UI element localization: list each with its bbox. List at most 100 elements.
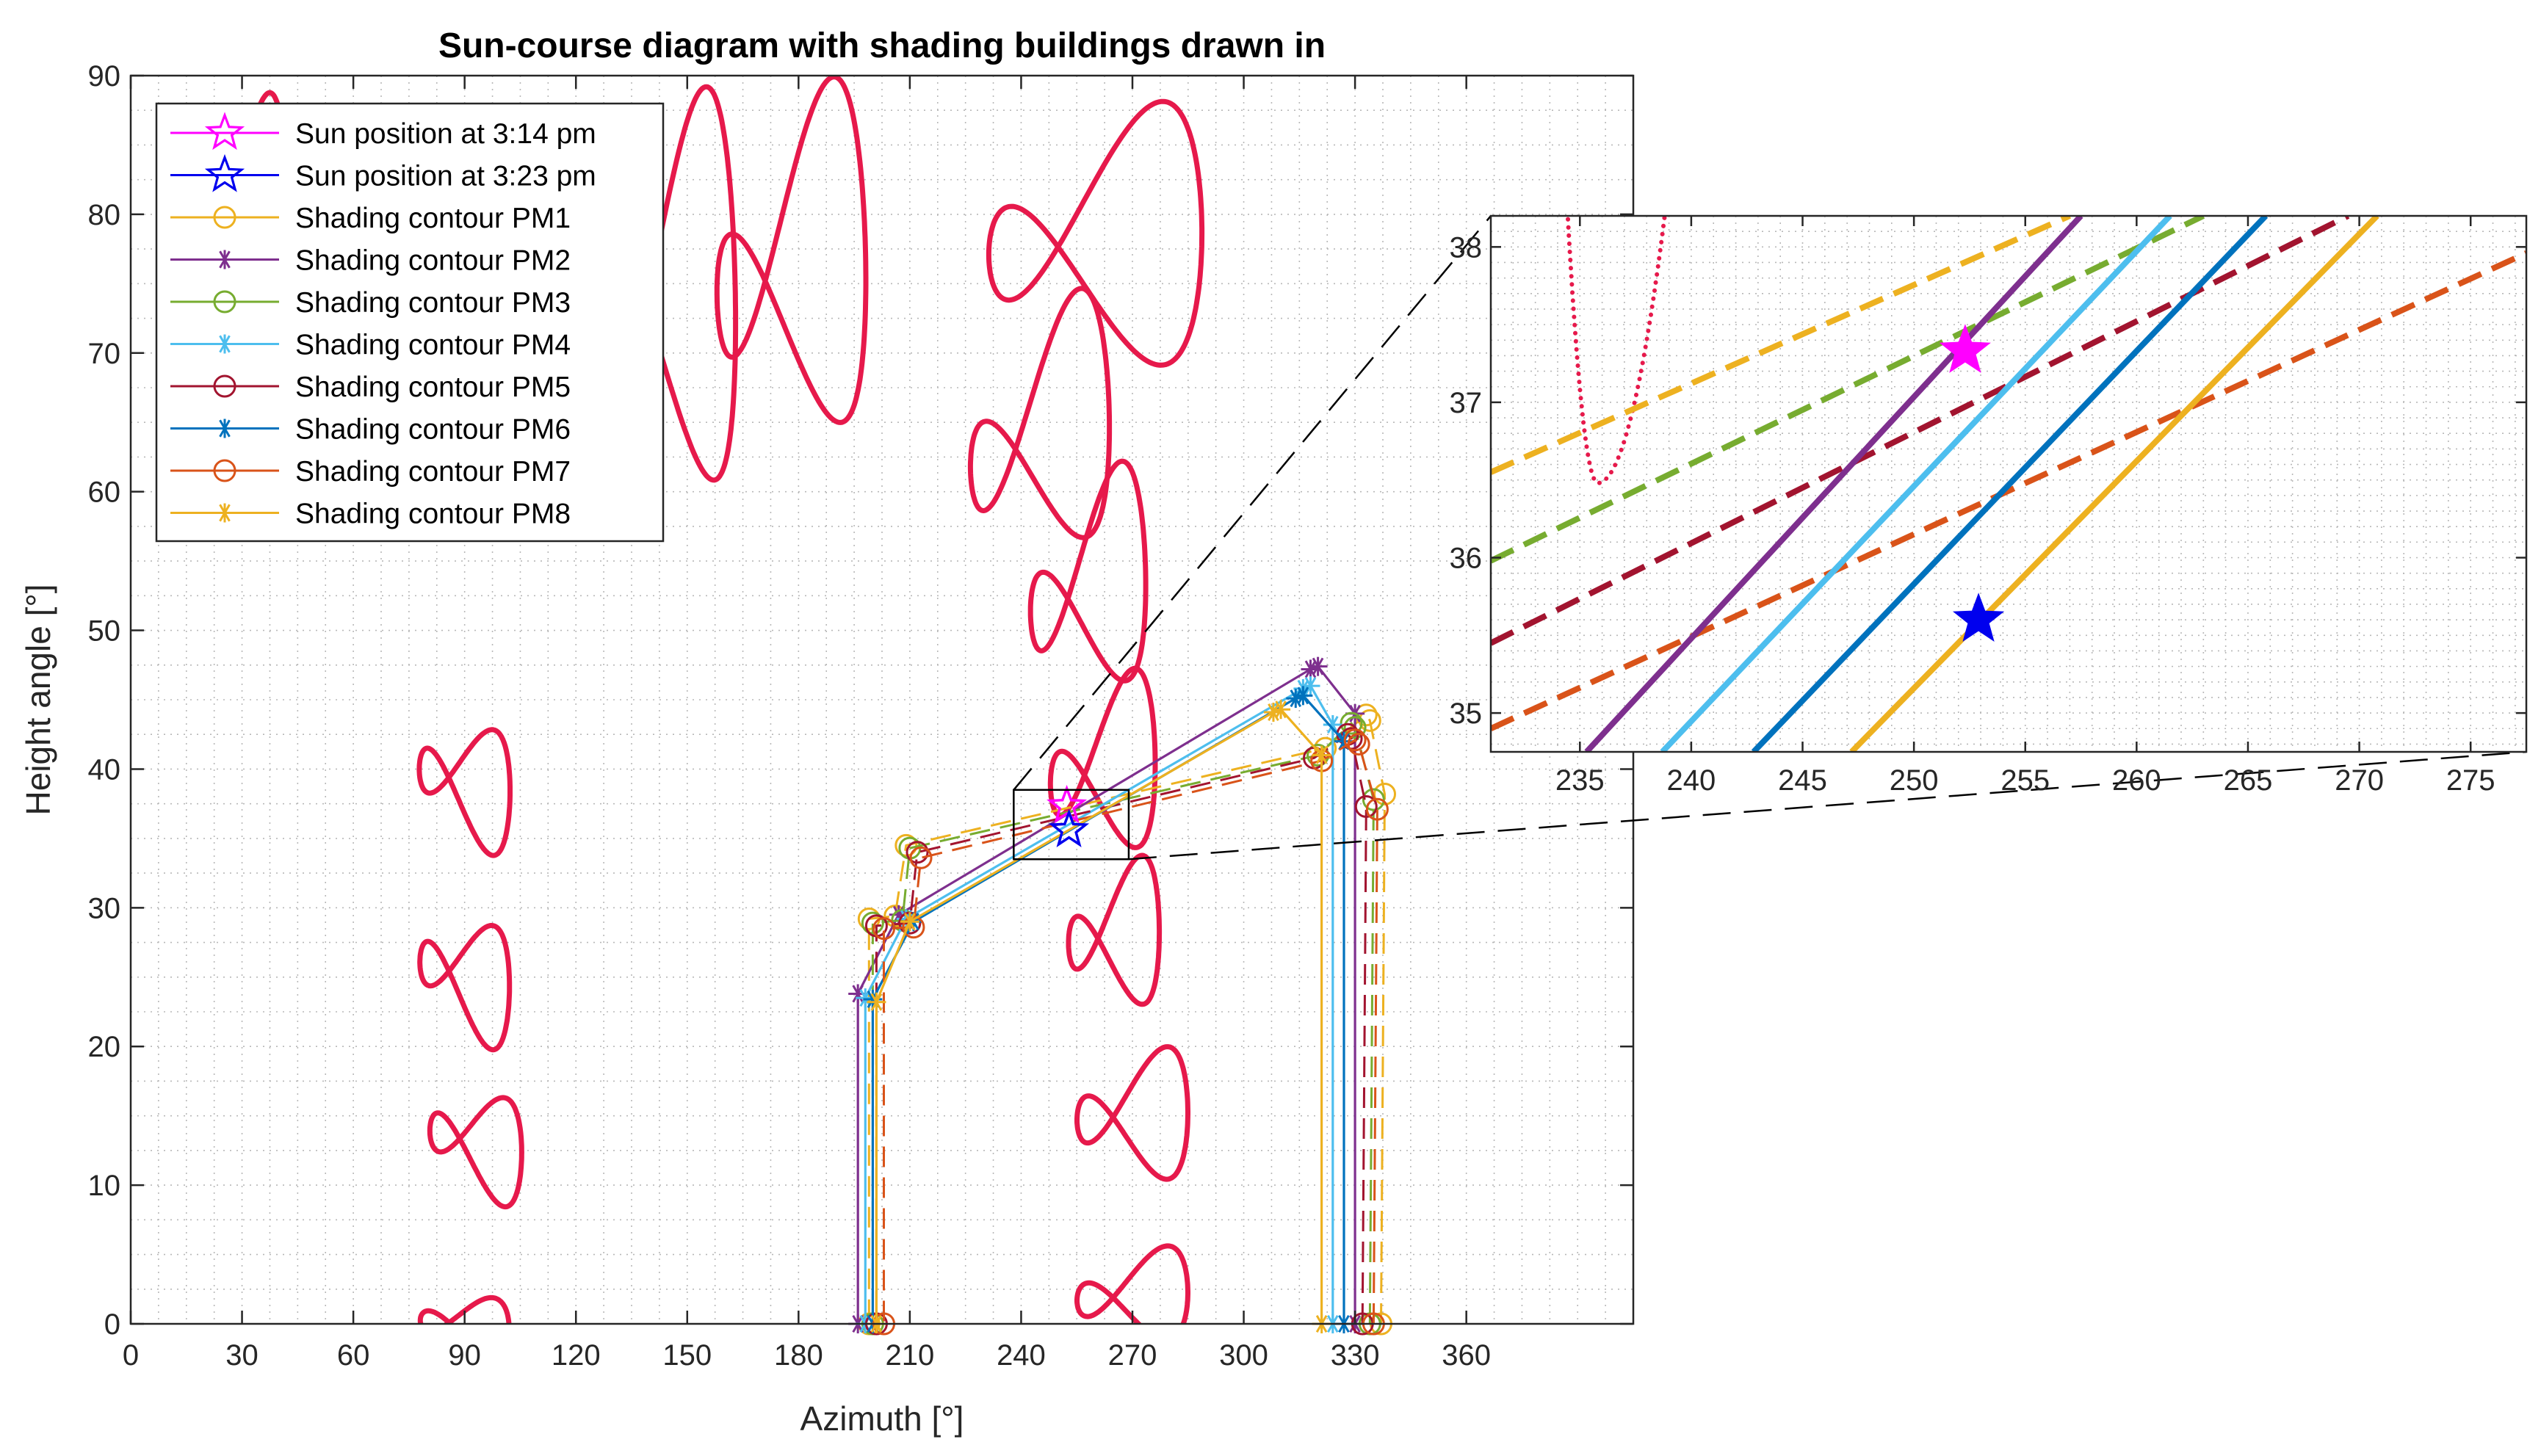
asterisk-marker [1301,659,1320,679]
asterisk-marker [215,503,234,523]
asterisk-marker [215,419,234,438]
inset-contour-pm8 [1849,216,2379,752]
legend-circle-marker [213,206,236,229]
y-tick-label: 90 [88,60,121,93]
legend-label: Shading contour PM3 [295,287,571,319]
inset-x-tick-label: 255 [2000,764,2050,797]
analemma-loop [417,1294,512,1324]
analemma-loop [714,76,869,425]
inset-y-tick-label: 35 [1450,698,1483,730]
analemma-loop [967,286,1113,540]
legend-label: Shading contour PM5 [295,372,571,403]
legend-star-marker [204,112,245,151]
y-tick-label: 20 [88,1031,121,1063]
inset-contour-pm5 [1491,216,2350,646]
asterisk-marker [215,334,234,354]
legend-label: Shading contour PM7 [295,456,571,488]
inset-x-tick-label: 260 [2112,764,2161,797]
legend-label: Shading contour PM1 [295,203,571,234]
inset-sun-positions [1939,324,2005,642]
inset-y-tick-label: 37 [1450,387,1483,419]
inset-y-tick-label: 38 [1450,231,1483,264]
chart-title: Sun-course diagram with shading building… [438,26,1326,65]
inset-x-tick-label: 270 [2335,764,2384,797]
x-tick-label: 120 [552,1339,601,1372]
inset-contour-pm6 [1751,216,2269,752]
legend-circle-marker [213,374,236,398]
contour-marker-pm3 [1343,716,1367,739]
inset-contour-pm3 [1491,216,2205,564]
analemma-loop [1074,1044,1190,1182]
y-tick-label: 50 [88,615,121,648]
legend-label: Shading contour PM8 [295,499,571,530]
shading-contours [848,656,1397,1336]
y-tick-label: 30 [88,892,121,924]
x-tick-label: 90 [448,1339,481,1372]
contour-marker-pm7 [1365,797,1389,821]
contour-marker-pm3 [1362,788,1385,811]
contour-marker-pm7 [872,917,896,941]
connector-line [1013,215,1492,791]
inset-x-tick-label: 265 [2224,764,2273,797]
inset-contour-pm4 [1660,216,2172,752]
y-tick-label: 70 [88,338,121,370]
x-tick-label: 60 [337,1339,370,1372]
legend-star-marker [204,153,245,192]
analemma-loop [427,1095,524,1210]
analemma-loop [1066,852,1163,1007]
legend-label: Sun position at 3:14 pm [295,118,596,150]
y-tick-label: 40 [88,753,121,786]
asterisk-marker [900,912,919,932]
inset-axes-frame [1489,214,2528,753]
legend-circle-marker [213,459,236,482]
y-tick-label: 10 [88,1170,121,1202]
inset-x-tick-label: 235 [1555,764,1605,797]
contour-marker-pm7 [1347,732,1370,756]
y-tick-label: 0 [104,1308,120,1341]
x-tick-label: 180 [774,1339,823,1372]
asterisk-marker [867,992,886,1012]
main-ticks: 0 30 60 90 120 150 180 210 240 270 300 330 360 0 10 20 3… [88,60,1633,1372]
x-axis-label: Azimuth [°] [800,1399,964,1438]
x-tick-label: 210 [886,1339,935,1372]
inset-x-tick-label: 245 [1778,764,1827,797]
x-tick-label: 360 [1442,1339,1491,1372]
legend: Sun position at 3:14 pm Sun position at 3… [155,102,665,543]
y-tick-label: 60 [88,477,121,509]
inset-x-tick-label: 240 [1667,764,1716,797]
inset-chart: 235 240 245 250 255 260 265 270 275 35 36 37 38 [1450,214,2528,797]
sun-positions [1047,784,1090,848]
x-tick-label: 240 [997,1339,1046,1372]
asterisk-marker [1312,745,1331,765]
asterisk-marker [1263,703,1283,722]
contour-marker-pm3 [1340,711,1363,735]
inset-x-tick-label: 275 [2446,764,2495,797]
inset-contour-lines [1491,216,2526,752]
x-tick-label: 0 [123,1339,139,1372]
contour-marker-pm1 [894,833,918,857]
inset-analemma-path [1565,216,1667,485]
asterisk-marker [1286,689,1306,709]
x-tick-label: 30 [225,1339,259,1372]
zoom-connector-lines [1013,215,2527,861]
asterisk-marker [1323,715,1342,734]
x-tick-label: 270 [1108,1339,1157,1372]
inset-contour-pm2 [1584,216,2083,752]
x-tick-label: 330 [1331,1339,1380,1372]
y-axis-label: Height angle [°] [19,584,57,815]
inset-contour-pm7 [1491,250,2526,731]
analemma-loop [417,923,513,1053]
analemma-loop [416,727,513,858]
legend-label: Sun position at 3:23 pm [295,161,596,192]
analemma-loop [1027,458,1149,684]
main-chart: 0 30 60 90 120 150 180 210 240 270 300 330 360 0 10 20 3… [19,26,1635,1438]
asterisk-marker [215,250,234,269]
inset-x-tick-label: 250 [1890,764,1939,797]
contour-marker-pm5 [1354,794,1378,818]
inset-analemma-curve [1565,216,1667,485]
legend-label: Shading contour PM2 [295,245,571,277]
contour-marker-pm7 [1343,728,1367,752]
x-tick-label: 300 [1219,1339,1268,1372]
inset-sun-marker [1952,593,2005,642]
